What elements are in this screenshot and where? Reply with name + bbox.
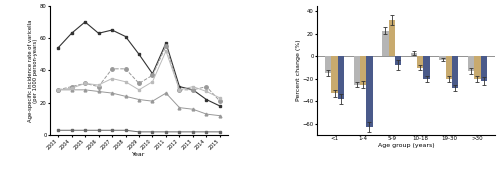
10-18 [96,84,102,86]
Bar [366,56,372,127]
1-4 [150,73,156,75]
<1 [122,95,128,97]
10-18 [150,81,156,83]
Bar [338,56,344,99]
5-9 [136,82,142,85]
Bar [354,56,360,85]
Y-axis label: Age-specific incidence rate of varicella
(per 1000 person-years): Age-specific incidence rate of varicella… [28,19,38,122]
Line: 19-30: 19-30 [56,129,222,133]
19-30 [136,131,142,133]
1-4 [163,42,169,44]
Bar [468,56,474,71]
19-30 [68,129,74,131]
5-9 [176,89,182,91]
19-30 [82,129,88,131]
19-30 [204,131,210,133]
1-4 [204,98,210,101]
X-axis label: Age group (years): Age group (years) [378,143,434,148]
<1 [55,89,61,91]
Bar [474,56,480,79]
Bar [417,56,424,68]
5-9 [150,74,156,76]
10-18 [190,85,196,88]
10-18 [68,87,74,89]
5-9 [82,82,88,85]
Line: 1-4: 1-4 [56,21,222,107]
Bar [424,56,430,79]
1-4 [68,32,74,34]
Bar [446,56,452,79]
5-9 [204,85,210,88]
5-9 [109,68,115,70]
<1 [150,100,156,102]
19-30 [163,131,169,133]
Y-axis label: Percent change (%): Percent change (%) [296,40,301,101]
1-4 [96,32,102,34]
5-9 [68,85,74,88]
5-9 [163,45,169,47]
1-4 [109,29,115,31]
Bar [395,56,401,65]
1-4 [122,35,128,38]
5-9 [55,89,61,91]
<1 [96,90,102,93]
19-30 [96,129,102,131]
1-4 [55,47,61,49]
10-18 [136,89,142,91]
19-30 [122,129,128,131]
1-4 [217,105,223,107]
Bar [411,53,417,56]
5-9 [96,85,102,88]
19-30 [55,129,61,131]
1-4 [136,53,142,55]
19-30 [217,131,223,133]
Line: <1: <1 [56,88,222,117]
19-30 [190,131,196,133]
5-9 [122,68,128,70]
10-18 [109,77,115,80]
10-18 [163,50,169,52]
19-30 [176,131,182,133]
5-9 [217,100,223,102]
10-18 [122,81,128,83]
19-30 [150,131,156,133]
<1 [204,113,210,115]
Bar [480,56,487,81]
1-4 [176,85,182,88]
Bar [332,56,338,93]
<1 [109,92,115,94]
Bar [382,30,388,56]
1-4 [190,89,196,91]
5-9 [190,89,196,91]
10-18 [55,89,61,91]
10-18 [217,97,223,99]
<1 [217,114,223,117]
<1 [136,98,142,101]
<1 [190,108,196,110]
X-axis label: Year: Year [132,152,145,157]
<1 [68,89,74,91]
10-18 [82,82,88,85]
Line: 10-18: 10-18 [56,50,222,99]
<1 [176,107,182,109]
<1 [163,92,169,94]
1-4 [82,21,88,23]
Bar [452,56,458,88]
Bar [388,20,395,56]
19-30 [109,129,115,131]
Bar [360,56,366,85]
10-18 [176,89,182,91]
Bar [325,56,332,73]
Line: 5-9: 5-9 [56,44,222,103]
10-18 [204,90,210,93]
Bar [440,56,446,60]
<1 [82,89,88,91]
